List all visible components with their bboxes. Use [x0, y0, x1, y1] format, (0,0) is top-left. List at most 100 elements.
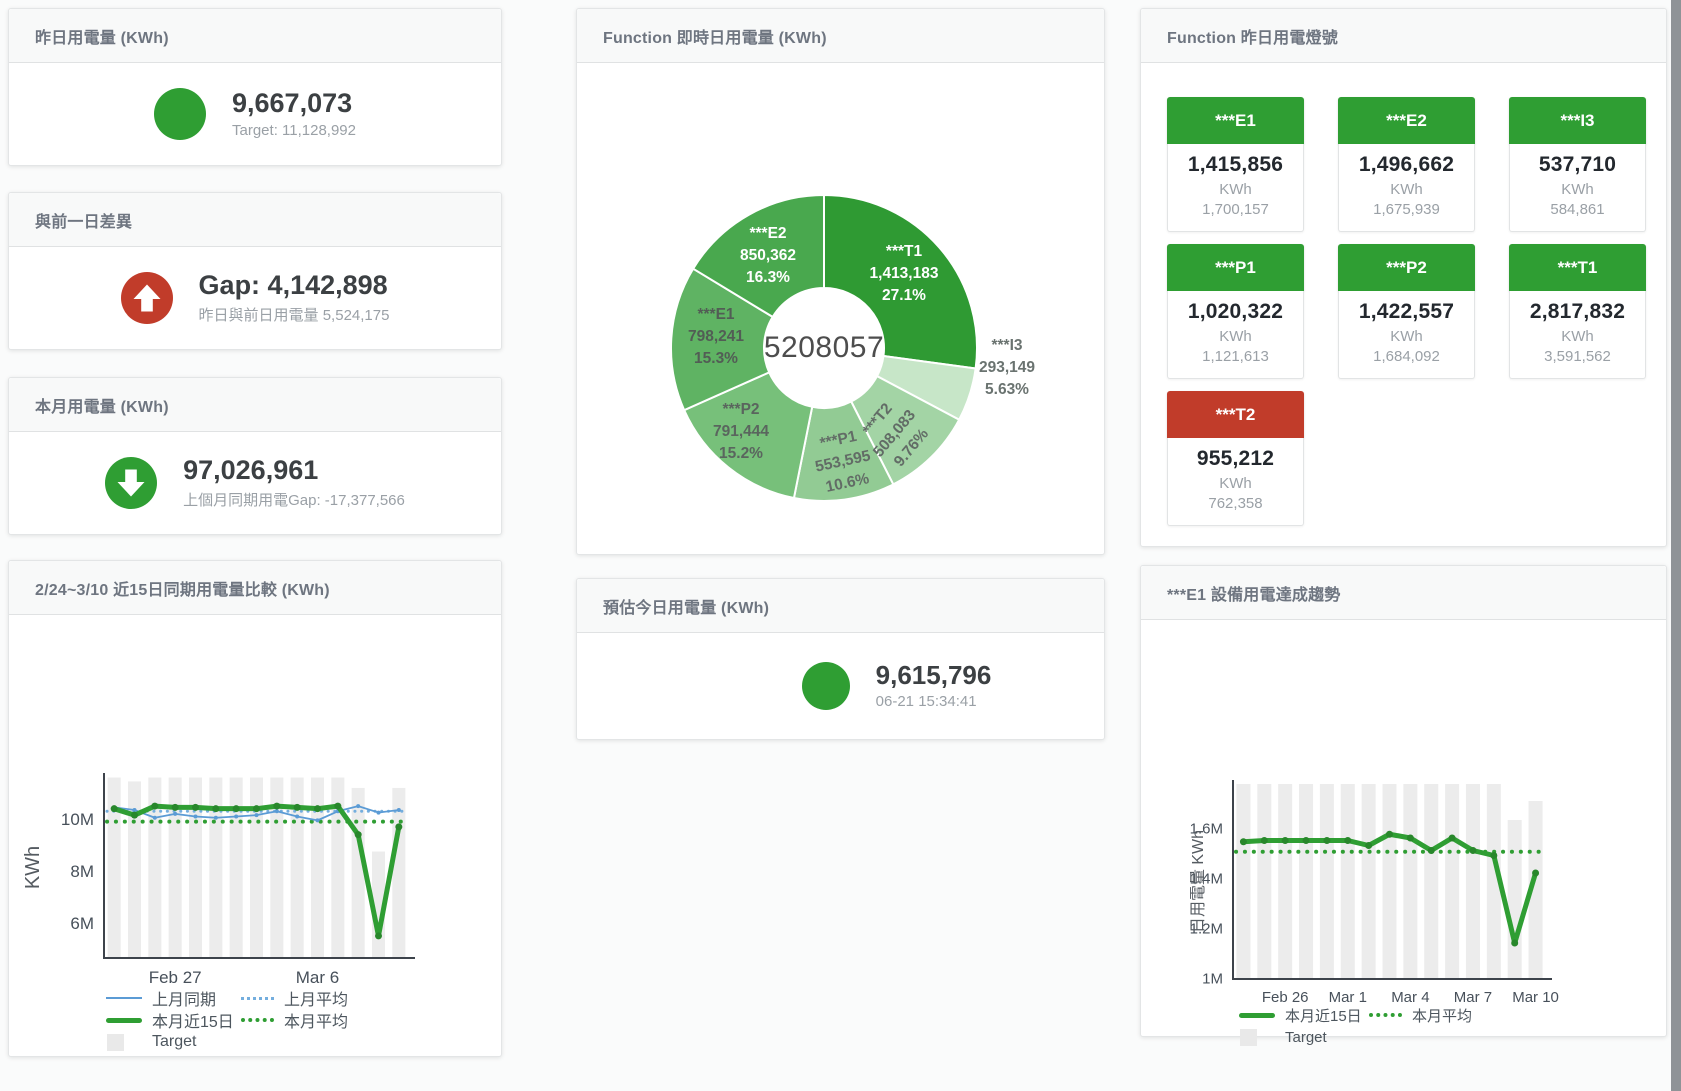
panel-compare-chart: 2/24~3/10 近15日同期用電量比較 (KWh) 6M 8M 10M Feb 2… — [8, 560, 502, 1057]
vertical-scrollbar[interactable] — [1671, 0, 1681, 1091]
legend-item[interactable]: 本月平均 — [1369, 1005, 1472, 1026]
legend-item[interactable]: 上月同期 — [106, 986, 241, 1010]
panel-title: ***E1 設備用電達成趨勢 — [1167, 586, 1341, 604]
panel-estimate-today: 預估今日用電量 (KWh) 9,615,796 06-21 15:34:41 — [576, 578, 1105, 740]
legend-label: 上月同期 — [152, 992, 217, 1009]
legend-row: 本月近15日 本月平均 — [106, 1009, 348, 1031]
data-point — [253, 805, 260, 813]
tile-target: 762,358 — [1208, 495, 1263, 512]
sw-dot-green-icon — [1369, 1013, 1402, 1017]
panel-title: 昨日用電量 (KWh) — [35, 29, 169, 47]
donut-label-line: 27.1% — [882, 287, 926, 304]
donut-labels: ***T1 1,413,183 27.1% ***I3 293,149 5.63% ***T… — [577, 63, 1104, 554]
legend-label: Target — [152, 1033, 197, 1050]
estimate-value: 9,615,796 — [875, 659, 992, 690]
target-bar — [392, 787, 406, 958]
legend-item[interactable]: 本月平均 — [241, 1008, 348, 1032]
legend-item[interactable]: 本月近15日 — [1239, 1005, 1369, 1026]
tile-value: 537,710 — [1538, 153, 1617, 176]
donut-label-line: 15.3% — [694, 350, 738, 367]
data-point — [212, 805, 220, 813]
target-bar — [1445, 784, 1460, 979]
tile-value: 1,020,322 — [1187, 300, 1284, 323]
sw-box-icon — [107, 1033, 124, 1051]
panel-title: 2/24~3/10 近15日同期用電量比較 (KWh) — [35, 581, 330, 599]
estimate-timestamp: 06-21 15:34:41 — [875, 693, 977, 711]
donut-slice-E1[interactable] — [670, 267, 775, 412]
panel-header: 本月用電量 (KWh) — [9, 378, 501, 432]
y-axis-label: 日用電量 KWh — [1190, 830, 1207, 933]
target-bar — [270, 777, 284, 958]
device-tile-P2: ***P2 1,422,557 KWh 1,684,092 — [1338, 244, 1475, 379]
x-tick-label: Feb 27 — [149, 968, 202, 987]
panel-header: 與前一日差異 — [9, 193, 501, 247]
legend-item[interactable]: Target — [1239, 1028, 1369, 1046]
y-tick-label: 8M — [70, 862, 94, 881]
yesterday-usage-target: Target: 11,128,992 — [232, 122, 356, 140]
donut-label-line: ***E2 — [749, 225, 787, 242]
data-point — [1427, 847, 1435, 854]
target-bar — [1319, 784, 1334, 979]
data-point — [1281, 837, 1289, 844]
target-bar — [311, 777, 324, 958]
panel-day-gap: 與前一日差異 Gap: 4,142,898 昨日與前日用電量 5,524,175 — [8, 192, 502, 350]
target-bar — [128, 781, 141, 958]
tile-target: 3,591,562 — [1544, 348, 1611, 365]
data-point — [193, 814, 198, 819]
month-usage-gap: 上個月同期用電Gap: -17,377,566 — [183, 492, 405, 510]
tile-value: 955,212 — [1196, 447, 1275, 470]
tile-unit: KWh — [1219, 181, 1252, 198]
tile-target: 1,684,092 — [1373, 348, 1440, 365]
x-tick-label: Mar 4 — [1391, 989, 1429, 1006]
legend-label: 本月平均 — [1412, 1007, 1473, 1025]
tile-unit: KWh — [1390, 328, 1423, 345]
x-tick-label: Mar 1 — [1329, 989, 1367, 1006]
tile-target: 1,675,939 — [1373, 201, 1440, 218]
panel-title: 預估今日用電量 (KWh) — [603, 599, 770, 617]
donut-label-T1: ***T1 1,413,183 27.1% — [870, 241, 939, 307]
y-tick-label: 1.4M — [1190, 870, 1223, 887]
data-point — [395, 823, 403, 831]
data-point — [192, 803, 199, 811]
target-bar — [1465, 784, 1480, 979]
data-point — [1386, 830, 1393, 838]
realtime-donut-svg — [670, 193, 978, 502]
data-point — [151, 802, 159, 810]
tile-value: 2,817,832 — [1529, 300, 1626, 323]
target-bar — [351, 787, 365, 958]
donut-slice-T1[interactable] — [823, 193, 978, 370]
data-point — [273, 802, 281, 810]
tile-target: 1,121,613 — [1202, 348, 1269, 365]
tile-label: ***I3 — [1509, 97, 1646, 144]
x-tick-label: Mar 6 — [296, 968, 339, 987]
y-axis-label: KWh — [22, 846, 44, 889]
device-tile-I3: ***I3 537,710 KWh 584,861 — [1509, 97, 1646, 232]
e1-trend-legend: 本月近15日 本月平均 Target — [1239, 1004, 1472, 1048]
data-point — [1302, 837, 1310, 844]
legend-item[interactable]: 本月近15日 — [106, 1008, 241, 1032]
legend-row: 上月同期 上月平均 — [106, 987, 348, 1009]
target-bar — [1528, 801, 1543, 979]
legend-item[interactable]: 上月平均 — [241, 986, 348, 1010]
data-point — [1406, 834, 1414, 842]
sw-line-green-icon — [1239, 1012, 1275, 1018]
panel-header: 預估今日用電量 (KWh) — [577, 579, 1104, 633]
tile-body: 1,422,557 KWh 1,684,092 — [1338, 291, 1475, 379]
donut-slice-E2[interactable] — [691, 193, 825, 319]
tile-value: 1,415,856 — [1187, 153, 1284, 176]
y-tick-label: 6M — [70, 914, 94, 933]
tile-body: 537,710 KWh 584,861 — [1509, 144, 1646, 232]
target-bar — [229, 777, 243, 958]
device-tile-T1: ***T1 2,817,832 KWh 3,591,562 — [1509, 244, 1646, 379]
x-tick-label: Feb 26 — [1262, 989, 1309, 1006]
donut-slice-P2[interactable] — [682, 371, 814, 500]
donut-label-I3: ***I3 293,149 5.63% — [979, 335, 1035, 401]
device-tile-E1: ***E1 1,415,856 KWh 1,700,157 — [1167, 97, 1304, 232]
tile-label: ***P1 — [1167, 244, 1304, 291]
target-bar — [1486, 784, 1501, 979]
data-point — [314, 805, 321, 813]
tile-label: ***P2 — [1338, 244, 1475, 291]
legend-item[interactable]: Target — [106, 1033, 241, 1051]
panel-e1-trend: ***E1 設備用電達成趨勢 1M 1.2M 1.4M 1.6M Feb 26 Mar 1… — [1140, 565, 1667, 1046]
